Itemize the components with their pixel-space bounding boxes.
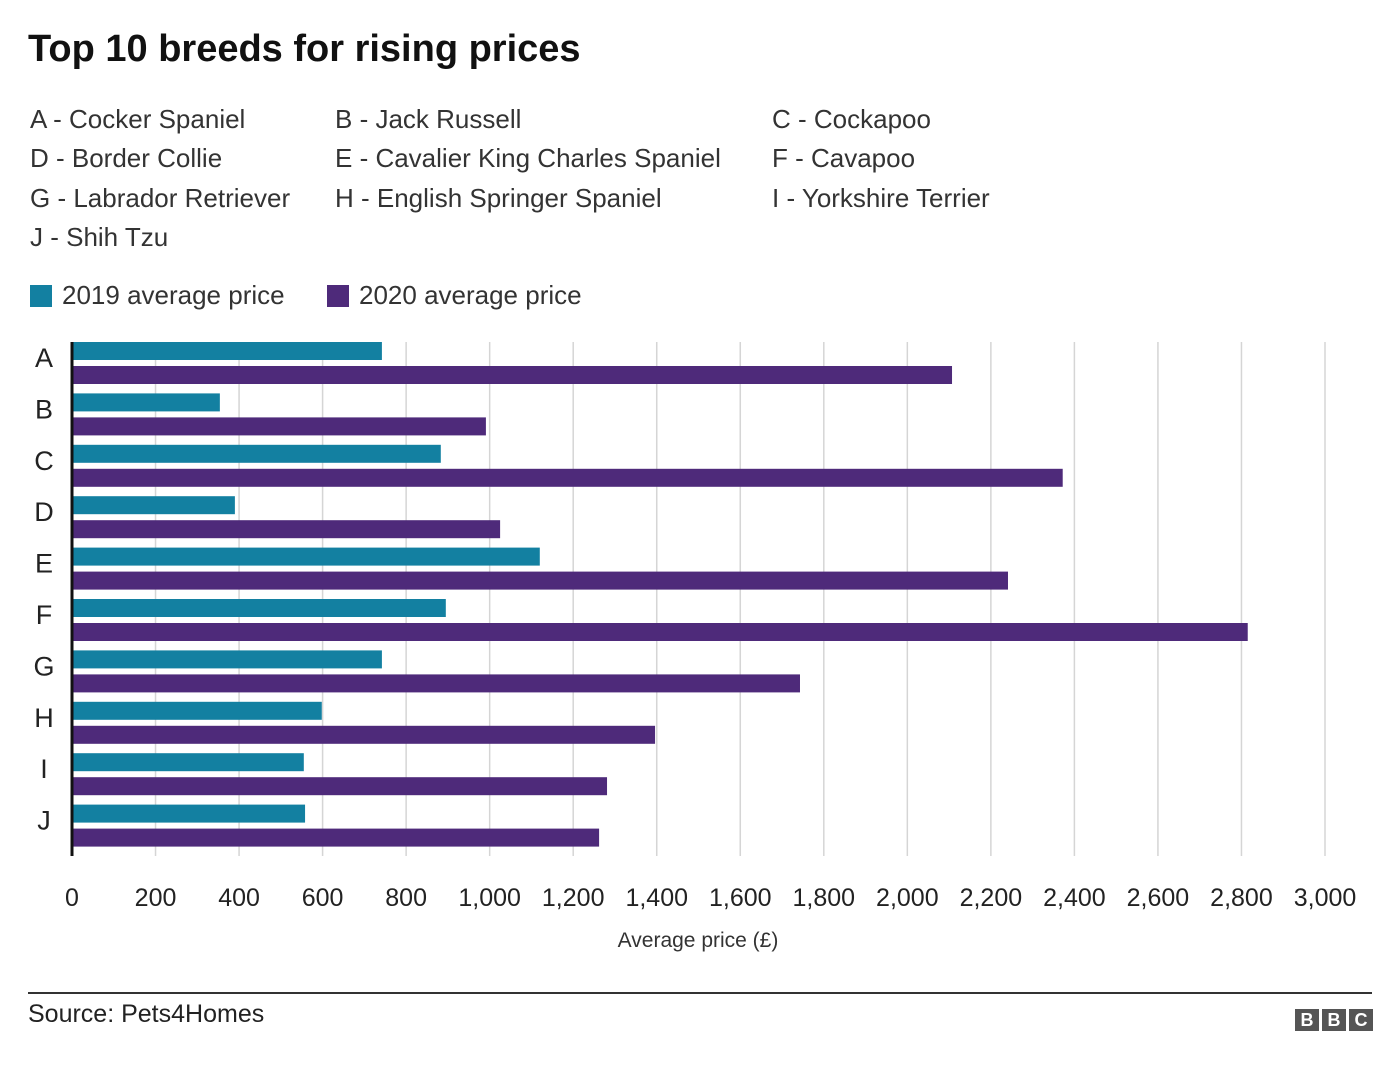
bar-2019-d [72, 496, 235, 515]
bbc-logo-letter: B [1322, 1009, 1346, 1031]
category-label: F [36, 600, 53, 630]
key-item-b: B - Jack Russell [335, 104, 522, 134]
bar-2020-h [72, 725, 656, 744]
bar-2019-b [72, 393, 220, 412]
footer-divider [28, 992, 1372, 994]
bar-2020-j [72, 828, 600, 847]
x-tick-label: 400 [218, 884, 260, 912]
legend-label-2020: 2020 average price [359, 280, 582, 310]
category-label: H [34, 703, 54, 733]
bar-2020-e [72, 571, 1008, 590]
key-item-c: C - Cockapoo [772, 104, 931, 134]
key-item-h: H - English Springer Spaniel [335, 183, 662, 213]
bar-2020-i [72, 777, 608, 796]
key-item-g: G - Labrador Retriever [30, 183, 291, 213]
x-tick-label: 2,400 [1043, 884, 1106, 912]
x-tick-label: 2,800 [1210, 884, 1273, 912]
x-tick-label: 1,400 [625, 884, 688, 912]
key-item-i: I - Yorkshire Terrier [772, 183, 990, 213]
bar-2020-g [72, 674, 800, 693]
category-label: E [35, 549, 53, 579]
category-label: J [37, 806, 51, 836]
x-tick-labels: 0 200 400 600 800 1,000 1,200 1,400 1,600 1,800 2,… [65, 884, 1356, 912]
bar-2019-e [72, 547, 540, 566]
legend-item-2019: 2019 average price [30, 280, 285, 311]
bar-2019-h [72, 701, 322, 720]
category-label: A [35, 343, 53, 373]
x-tick-label: 600 [302, 884, 344, 912]
x-tick-label: 800 [385, 884, 427, 912]
bar-2020-a [72, 366, 953, 384]
bbc-logo: B B C [1295, 1009, 1373, 1031]
bar-2020-c [72, 468, 1063, 487]
bar-2019-a [72, 342, 382, 360]
bar-2019-c [72, 444, 441, 463]
x-tick-label: 2,200 [960, 884, 1023, 912]
category-label: C [34, 446, 54, 476]
x-tick-label: 2,000 [876, 884, 939, 912]
legend-swatch-2019 [30, 284, 52, 307]
bars [72, 342, 1248, 847]
bar-2020-b [72, 417, 486, 436]
category-label: G [33, 651, 54, 681]
x-tick-label: 1,000 [458, 884, 521, 912]
source-note: Source: Pets4Homes [28, 1000, 265, 1028]
x-tick-label: 1,600 [709, 884, 772, 912]
x-tick-label: 1,200 [542, 884, 605, 912]
x-tick-label: 1,800 [793, 884, 856, 912]
legend-label-2019: 2019 average price [62, 280, 285, 310]
bar-2019-f [72, 599, 446, 617]
key-item-f: F - Cavapoo [772, 143, 916, 173]
category-label: B [35, 394, 53, 424]
x-tick-label: 200 [135, 884, 177, 912]
key-item-d: D - Border Collie [30, 143, 223, 173]
x-axis-title: Average price (£) [618, 929, 779, 952]
x-tick-label: 3,000 [1294, 884, 1357, 912]
bar-2019-i [72, 753, 304, 772]
chart-title: Top 10 breeds for rising prices [28, 28, 581, 70]
key-item-e: E - Cavalier King Charles Spaniel [335, 143, 721, 173]
legend-item-2020: 2020 average price [327, 280, 582, 311]
category-label: I [40, 754, 48, 784]
bar-2019-g [72, 650, 382, 669]
key-item-j: J - Shih Tzu [30, 222, 169, 252]
bbc-logo-letter: B [1295, 1009, 1319, 1031]
bar-2020-d [72, 520, 501, 539]
key-item-a: A - Cocker Spaniel [30, 104, 246, 134]
bbc-logo-letter: C [1349, 1009, 1373, 1031]
legend-swatch-2020 [327, 284, 349, 307]
bar-2019-j [72, 804, 306, 823]
x-tick-label: 2,600 [1127, 884, 1190, 912]
category-label: D [34, 497, 54, 527]
bar-2020-f [72, 623, 1248, 641]
x-tick-label: 0 [65, 884, 79, 912]
